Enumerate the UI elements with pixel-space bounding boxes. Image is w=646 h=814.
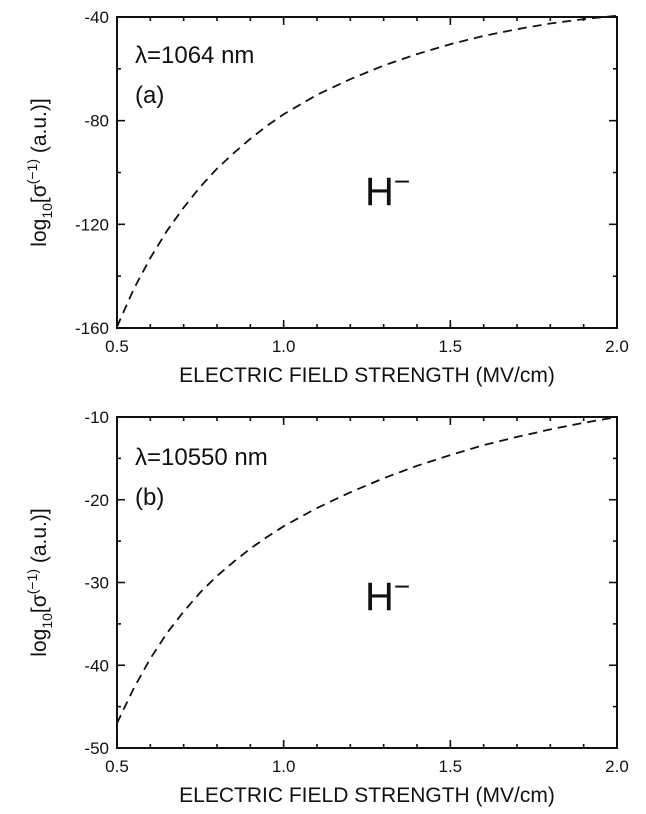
x-tick-label: 2.0 xyxy=(605,757,629,776)
chart-panel-a: 0.5 1.0 1.5 2.0 -160 -120 -80 -40 ELECTRIC FIELD… xyxy=(24,8,629,387)
chart-panel-b: 0.5 1.0 1.5 2.0 -50 -40 -30 -20 -10 ELECTRIC FIEL… xyxy=(24,408,629,807)
y-tick-label: -40 xyxy=(84,656,109,675)
y-axis-title-sup: (−1) xyxy=(24,569,40,594)
species-symbol: H xyxy=(365,170,394,214)
species-label: H− xyxy=(365,166,410,214)
x-tick-label: 1.5 xyxy=(439,757,463,776)
y-axis-title-rest: (a.u.)] xyxy=(28,508,51,569)
x-tick-label: 0.5 xyxy=(105,337,129,356)
species-label: H− xyxy=(365,571,410,619)
y-tick-label: -50 xyxy=(84,739,109,758)
y-axis-title-rest: (a.u.)] xyxy=(28,98,51,159)
y-axis-title-sub: 10 xyxy=(39,203,55,219)
panel-label: (b) xyxy=(135,484,164,511)
x-tick-label: 2.0 xyxy=(605,337,629,356)
x-tick-label: 1.0 xyxy=(272,757,296,776)
x-tick-label: 1.0 xyxy=(272,337,296,356)
y-tick-label: -10 xyxy=(84,408,109,427)
x-axis-title: ELECTRIC FIELD STRENGTH (MV/cm) xyxy=(179,364,555,387)
x-axis-title: ELECTRIC FIELD STRENGTH (MV/cm) xyxy=(179,784,555,807)
y-axis-title-sub: 10 xyxy=(39,613,55,629)
y-tick-label: -40 xyxy=(84,8,109,27)
y-axis-title-sigma: [σ xyxy=(28,184,51,203)
y-axis-title: log10[σ(−1) (a.u.)] xyxy=(24,508,55,656)
y-axis-title-sigma: [σ xyxy=(28,594,51,613)
species-charge: − xyxy=(394,166,410,197)
y-axis-title: log10[σ(−1) (a.u.)] xyxy=(24,98,55,246)
y-tick-label: -160 xyxy=(75,319,109,338)
wavelength-annotation: λ=10550 nm xyxy=(135,444,268,471)
species-charge: − xyxy=(394,571,410,602)
x-tick-label: 0.5 xyxy=(105,757,129,776)
y-axis-title-main: log xyxy=(28,219,51,247)
y-axis-title-sup: (−1) xyxy=(24,159,40,184)
y-tick-label: -80 xyxy=(84,112,109,131)
y-axis-title-main: log xyxy=(28,629,51,657)
wavelength-annotation: λ=1064 nm xyxy=(135,42,254,69)
y-tick-label: -20 xyxy=(84,491,109,510)
panel-label: (a) xyxy=(135,82,164,109)
y-tick-label: -120 xyxy=(75,215,109,234)
species-symbol: H xyxy=(365,575,394,619)
x-tick-label: 1.5 xyxy=(439,337,463,356)
y-tick-label: -30 xyxy=(84,574,109,593)
